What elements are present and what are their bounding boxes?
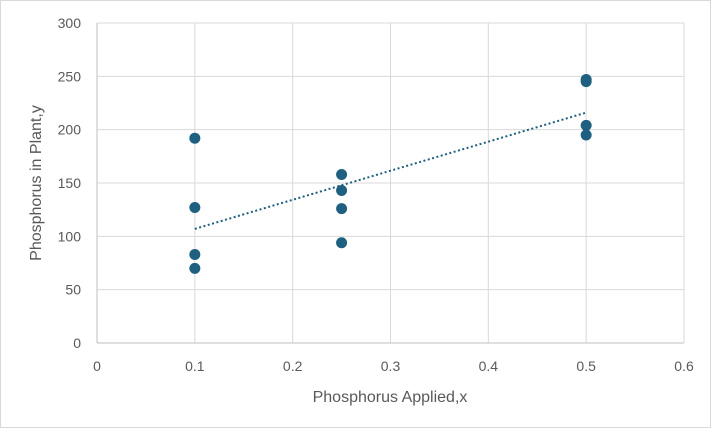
data-point <box>580 76 592 88</box>
x-tick-label: 0.1 <box>185 358 205 374</box>
y-tick-label: 250 <box>58 68 82 84</box>
gridlines <box>97 22 685 343</box>
y-tick-label: 300 <box>58 15 82 31</box>
y-axis-title: Phosphorus in Plant,y <box>28 105 45 261</box>
x-tick-label: 0.5 <box>576 358 596 374</box>
x-tick-label: 0.2 <box>283 358 303 374</box>
y-tick-label: 150 <box>58 175 82 191</box>
y-tick-label: 200 <box>58 122 82 138</box>
axes <box>96 23 684 344</box>
y-tick-label: 0 <box>73 335 81 351</box>
y-tick-label: 100 <box>58 228 82 244</box>
x-tick-label: 0.6 <box>674 358 694 374</box>
data-point <box>189 248 201 260</box>
data-point <box>336 237 348 249</box>
data-point <box>336 203 348 215</box>
data-point <box>189 202 201 214</box>
x-tick-label: 0.3 <box>381 358 401 374</box>
x-tick-label: 0.4 <box>479 358 499 374</box>
x-tick-label: 0 <box>93 358 101 374</box>
data-point <box>189 262 201 274</box>
linear-trendline <box>194 111 587 230</box>
trendline-layer <box>194 111 587 230</box>
data-point <box>336 168 348 180</box>
data-point <box>580 119 592 131</box>
y-tick-label: 50 <box>65 282 81 298</box>
data-point <box>189 132 201 144</box>
tick-labels: 0 50 100 150 200 250 300 0 0.1 0.2 0.3 0.4 0.5 0.6 <box>58 15 694 374</box>
data-point <box>580 129 592 141</box>
x-axis-title: Phosphorus Applied,x <box>313 389 468 406</box>
data-points <box>189 74 592 274</box>
data-point <box>336 184 348 196</box>
